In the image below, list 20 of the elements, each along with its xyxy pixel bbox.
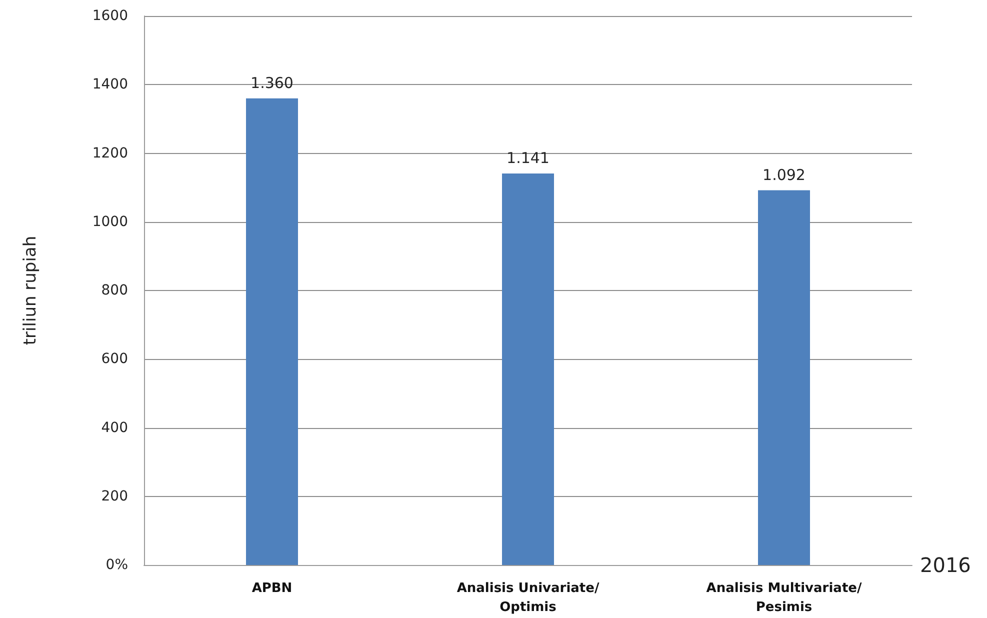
y-axis-title: triliun rupiah — [20, 236, 40, 346]
y-tick-label: 400 — [101, 420, 128, 436]
y-tick-label: 1400 — [92, 76, 128, 93]
y-tick-label: 600 — [101, 351, 128, 368]
data-label: 1.141 — [506, 148, 550, 167]
y-tick-label: 0% — [106, 557, 128, 573]
x-tick-label: APBN — [252, 581, 292, 596]
y-tick-label: 1200 — [92, 145, 128, 162]
bar — [246, 98, 298, 565]
y-tick-label: 1600 — [92, 8, 128, 24]
x-axis-title: 2016 — [920, 553, 971, 577]
data-label: 1.092 — [762, 166, 806, 184]
bar — [502, 173, 554, 565]
bar — [758, 190, 810, 565]
x-tick-label: Analisis Multivariate/ Pesimis — [706, 581, 862, 615]
y-tick-label: 1000 — [92, 214, 128, 230]
x-tick-label: Analisis Univariate/ Optimis — [456, 581, 600, 615]
data-label: 1.360 — [250, 74, 294, 92]
y-tick-label: 800 — [101, 282, 128, 298]
y-tick-label: 200 — [101, 488, 128, 504]
